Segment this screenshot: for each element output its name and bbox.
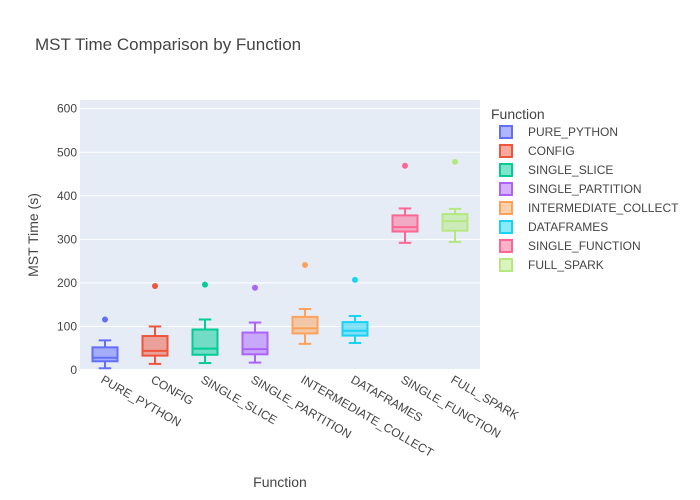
legend-swatch bbox=[499, 125, 513, 139]
y-tick-label: 0 bbox=[70, 363, 77, 377]
legend-item: PURE_PYTHON bbox=[499, 125, 618, 139]
outlier-point bbox=[252, 284, 258, 291]
iqr-box bbox=[391, 214, 419, 233]
legend-label: FULL_SPARK bbox=[528, 258, 604, 272]
box-dataframes bbox=[341, 276, 369, 344]
box-full-spark bbox=[441, 158, 469, 243]
iqr-box bbox=[91, 346, 119, 363]
box-series bbox=[91, 158, 469, 370]
legend-title: Function bbox=[491, 106, 545, 122]
y-axis-ticks: 0 100 200 300 400 500 600 bbox=[57, 102, 77, 377]
outlier-point bbox=[302, 262, 308, 269]
x-axis-label: Function bbox=[253, 474, 307, 490]
outlier-point bbox=[202, 281, 208, 288]
box-config bbox=[141, 282, 169, 365]
box-intermediate-collect bbox=[291, 262, 319, 345]
legend-swatch bbox=[499, 258, 513, 272]
legend-swatch bbox=[499, 182, 513, 196]
legend-item: SINGLE_PARTITION bbox=[499, 182, 642, 196]
y-tick-label: 300 bbox=[57, 232, 77, 246]
legend-item: CONFIG bbox=[499, 144, 575, 158]
outlier-point bbox=[352, 276, 358, 283]
legend-label: SINGLE_FUNCTION bbox=[528, 239, 641, 253]
y-tick-label: 600 bbox=[57, 102, 77, 116]
iqr-box bbox=[291, 315, 319, 335]
outlier-point bbox=[102, 316, 108, 323]
legend-item: INTERMEDIATE_COLLECT bbox=[499, 201, 679, 215]
legend-label: CONFIG bbox=[528, 144, 575, 158]
legend-swatch bbox=[499, 239, 513, 253]
gridlines bbox=[80, 108, 480, 371]
legend: Function PURE_PYTHON CONFIG SINGLE_SLICE SI… bbox=[491, 106, 679, 272]
box-single-partition bbox=[241, 284, 269, 364]
y-tick-label: 100 bbox=[57, 319, 77, 333]
legend-label: INTERMEDIATE_COLLECT bbox=[528, 201, 679, 215]
legend-label: DATAFRAMES bbox=[528, 220, 608, 234]
legend-swatch bbox=[499, 220, 513, 234]
legend-item: SINGLE_SLICE bbox=[499, 163, 613, 177]
legend-swatch bbox=[499, 163, 513, 177]
plot-area bbox=[80, 100, 480, 370]
legend-label: PURE_PYTHON bbox=[528, 125, 618, 139]
legend-item: SINGLE_FUNCTION bbox=[499, 239, 641, 253]
legend-swatch bbox=[499, 144, 513, 158]
iqr-box bbox=[191, 328, 219, 356]
legend-item: FULL_SPARK bbox=[499, 258, 604, 272]
chart-title: MST Time Comparison by Function bbox=[35, 35, 301, 54]
iqr-box bbox=[341, 321, 369, 337]
iqr-box bbox=[141, 335, 169, 357]
box-pure-python bbox=[91, 316, 119, 370]
y-axis-label: MST Time (s) bbox=[25, 193, 41, 277]
outlier-point bbox=[402, 162, 408, 169]
y-tick-label: 200 bbox=[57, 276, 77, 290]
y-tick-label: 500 bbox=[57, 145, 77, 159]
box-single-function bbox=[391, 162, 419, 244]
iqr-box bbox=[441, 213, 469, 232]
iqr-box bbox=[241, 331, 269, 356]
outlier-point bbox=[152, 282, 158, 289]
box-single-slice bbox=[191, 281, 219, 365]
legend-swatch bbox=[499, 201, 513, 215]
legend-label: SINGLE_SLICE bbox=[528, 163, 613, 177]
y-tick-label: 400 bbox=[57, 189, 77, 203]
legend-item: DATAFRAMES bbox=[499, 220, 608, 234]
legend-label: SINGLE_PARTITION bbox=[528, 182, 642, 196]
outlier-point bbox=[452, 158, 458, 165]
